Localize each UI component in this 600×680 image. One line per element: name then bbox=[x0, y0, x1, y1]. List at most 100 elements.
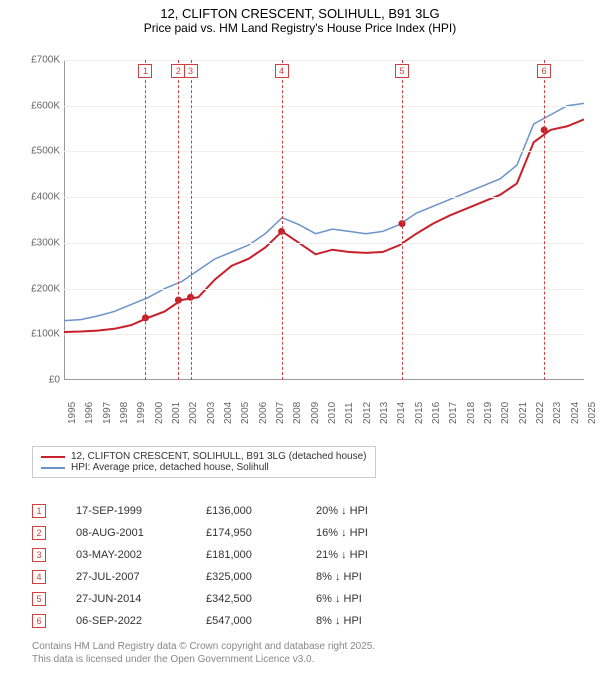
legend: 12, CLIFTON CRESCENT, SOLIHULL, B91 3LG … bbox=[32, 446, 376, 478]
down-arrow-icon: ↓ bbox=[341, 505, 347, 517]
gridline bbox=[64, 106, 584, 107]
row-date: 27-JUN-2014 bbox=[76, 593, 206, 605]
x-tick-label: 2008 bbox=[292, 402, 303, 424]
down-arrow-icon: ↓ bbox=[335, 593, 341, 605]
y-tick-label: £600K bbox=[24, 100, 60, 111]
x-tick-label: 2013 bbox=[379, 402, 390, 424]
gridline bbox=[64, 60, 584, 61]
gridline bbox=[64, 289, 584, 290]
row-date: 08-AUG-2001 bbox=[76, 527, 206, 539]
y-tick-label: £500K bbox=[24, 146, 60, 157]
table-row: 606-SEP-2022£547,0008% ↓ HPI bbox=[32, 610, 416, 632]
event-vline bbox=[544, 60, 545, 380]
x-tick-label: 2000 bbox=[154, 402, 165, 424]
down-arrow-icon: ↓ bbox=[341, 527, 347, 539]
row-index-box: 6 bbox=[32, 614, 46, 628]
row-price: £325,000 bbox=[206, 571, 316, 583]
table-row: 303-MAY-2002£181,00021% ↓ HPI bbox=[32, 544, 416, 566]
row-delta: 8% ↓ HPI bbox=[316, 571, 416, 583]
x-tick-label: 2020 bbox=[500, 402, 511, 424]
title-line-1: 12, CLIFTON CRESCENT, SOLIHULL, B91 3LG bbox=[0, 6, 600, 21]
y-tick-label: £100K bbox=[24, 329, 60, 340]
footer-line-2: This data is licensed under the Open Gov… bbox=[32, 653, 375, 666]
row-delta: 8% ↓ HPI bbox=[316, 615, 416, 627]
y-tick-label: £300K bbox=[24, 237, 60, 248]
table-row: 117-SEP-1999£136,00020% ↓ HPI bbox=[32, 500, 416, 522]
event-marker-box: 3 bbox=[184, 64, 198, 78]
x-tick-label: 2016 bbox=[431, 402, 442, 424]
x-tick-label: 2014 bbox=[396, 402, 407, 424]
row-index-box: 5 bbox=[32, 592, 46, 606]
down-arrow-icon: ↓ bbox=[335, 615, 341, 627]
y-tick-label: £400K bbox=[24, 192, 60, 203]
table-row: 4 27-JUL-2007£325,0008% ↓ HPI bbox=[32, 566, 416, 588]
row-price: £136,000 bbox=[206, 505, 316, 517]
x-tick-label: 2002 bbox=[188, 402, 199, 424]
y-tick-label: £0 bbox=[24, 375, 60, 386]
x-tick-label: 2010 bbox=[327, 402, 338, 424]
x-tick-label: 2009 bbox=[310, 402, 321, 424]
event-marker-box: 4 bbox=[275, 64, 289, 78]
x-tick-label: 2007 bbox=[275, 402, 286, 424]
down-arrow-icon: ↓ bbox=[335, 571, 341, 583]
event-marker-box: 1 bbox=[138, 64, 152, 78]
page: 12, CLIFTON CRESCENT, SOLIHULL, B91 3LG … bbox=[0, 0, 600, 680]
x-tick-label: 2023 bbox=[552, 402, 563, 424]
down-arrow-icon: ↓ bbox=[341, 549, 347, 561]
row-date: 03-MAY-2002 bbox=[76, 549, 206, 561]
legend-label: 12, CLIFTON CRESCENT, SOLIHULL, B91 3LG … bbox=[71, 451, 367, 462]
x-tick-label: 2022 bbox=[535, 402, 546, 424]
footer-line-1: Contains HM Land Registry data © Crown c… bbox=[32, 640, 375, 653]
x-tick-label: 2012 bbox=[362, 402, 373, 424]
x-tick-label: 2004 bbox=[223, 402, 234, 424]
x-tick-label: 2001 bbox=[171, 402, 182, 424]
x-tick-label: 1996 bbox=[84, 402, 95, 424]
event-vline bbox=[178, 60, 179, 380]
x-tick-label: 1999 bbox=[136, 402, 147, 424]
title-line-2: Price paid vs. HM Land Registry's House … bbox=[0, 21, 600, 35]
table-row: 208-AUG-2001£174,95016% ↓ HPI bbox=[32, 522, 416, 544]
row-index-box: 4 bbox=[32, 570, 46, 584]
event-marker-box: 5 bbox=[395, 64, 409, 78]
table-row: 5 27-JUN-2014£342,5006% ↓ HPI bbox=[32, 588, 416, 610]
legend-swatch bbox=[41, 467, 65, 469]
row-index-box: 2 bbox=[32, 526, 46, 540]
x-tick-label: 2017 bbox=[448, 402, 459, 424]
event-vline bbox=[282, 60, 283, 380]
x-tick-label: 1997 bbox=[102, 402, 113, 424]
x-tick-label: 2021 bbox=[518, 402, 529, 424]
legend-item: HPI: Average price, detached house, Soli… bbox=[41, 462, 367, 473]
x-tick-label: 2025 bbox=[587, 402, 598, 424]
row-date: 17-SEP-1999 bbox=[76, 505, 206, 517]
x-tick-label: 2019 bbox=[483, 402, 494, 424]
gridline bbox=[64, 243, 584, 244]
event-vline bbox=[191, 60, 192, 380]
gridline bbox=[64, 197, 584, 198]
title-block: 12, CLIFTON CRESCENT, SOLIHULL, B91 3LG … bbox=[0, 0, 600, 35]
row-index-box: 3 bbox=[32, 548, 46, 562]
x-tick-label: 1995 bbox=[67, 402, 78, 424]
x-tick-label: 2005 bbox=[240, 402, 251, 424]
event-marker-box: 6 bbox=[537, 64, 551, 78]
row-delta: 21% ↓ HPI bbox=[316, 549, 416, 561]
y-tick-label: £200K bbox=[24, 283, 60, 294]
x-tick-label: 2015 bbox=[414, 402, 425, 424]
chart: £0 £100K £200K £300K £400K £500K £600K £700K 199… bbox=[26, 46, 590, 426]
y-tick-label: £700K bbox=[24, 55, 60, 66]
event-vline bbox=[145, 60, 146, 380]
row-price: £342,500 bbox=[206, 593, 316, 605]
x-tick-label: 2018 bbox=[466, 402, 477, 424]
x-tick-label: 2006 bbox=[258, 402, 269, 424]
legend-item: 12, CLIFTON CRESCENT, SOLIHULL, B91 3LG … bbox=[41, 451, 367, 462]
transactions-table: 117-SEP-1999£136,00020% ↓ HPI208-AUG-200… bbox=[32, 500, 416, 632]
x-tick-label: 2003 bbox=[206, 402, 217, 424]
x-tick-label: 1998 bbox=[119, 402, 130, 424]
chart-svg bbox=[64, 60, 584, 380]
gridline bbox=[64, 151, 584, 152]
row-delta: 6% ↓ HPI bbox=[316, 593, 416, 605]
legend-swatch bbox=[41, 456, 65, 458]
row-date: 27-JUL-2007 bbox=[76, 571, 206, 583]
footer: Contains HM Land Registry data © Crown c… bbox=[32, 640, 375, 666]
row-price: £174,950 bbox=[206, 527, 316, 539]
row-index-box: 1 bbox=[32, 504, 46, 518]
